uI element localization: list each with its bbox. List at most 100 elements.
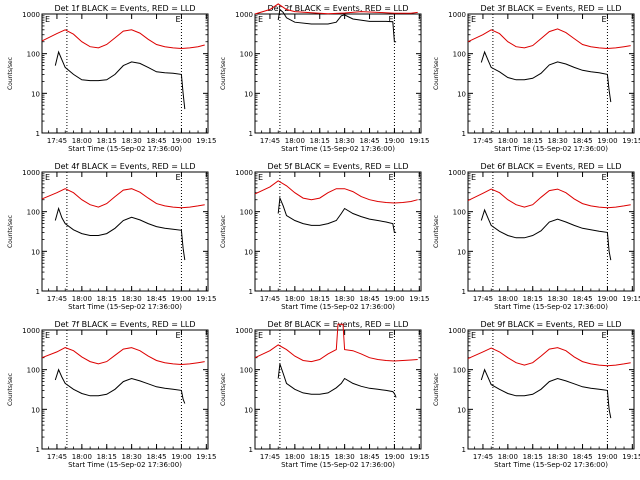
event-marker: E [175, 331, 180, 340]
x-tick-label: 19:15 [196, 295, 216, 303]
x-tick-label: 19:00 [384, 453, 404, 461]
y-tick-label: 1 [36, 288, 40, 296]
x-tick-label: 18:30 [548, 295, 568, 303]
y-tick-label: 10 [31, 248, 40, 256]
y-tick-label: 100 [27, 367, 40, 375]
x-tick-label: 19:15 [409, 453, 429, 461]
x-tick-label: 18:15 [523, 295, 543, 303]
x-tick-label: 17:45 [47, 453, 67, 461]
x-axis-label: Start Time (15-Sep-02 17:36:00) [281, 461, 395, 469]
y-tick-label: 1000 [22, 169, 40, 177]
y-tick-label: 100 [240, 51, 253, 59]
panel-det-6: Det 6f BLACK = Events, RED = LLD Counts/s… [433, 162, 640, 311]
x-tick-label: 18:45 [359, 295, 379, 303]
y-tick-label: 10 [457, 406, 466, 414]
x-tick-label: 18:15 [523, 137, 543, 145]
y-tick-label: 1 [36, 446, 40, 454]
x-tick-label: 19:00 [597, 295, 617, 303]
y-axis-label: Counts/sec [7, 57, 14, 90]
x-tick-label: 18:30 [335, 295, 355, 303]
event-marker: E [175, 15, 180, 24]
panel-det-3: Det 3f BLACK = Events, RED = LLD Counts/s… [433, 4, 640, 153]
x-tick-label: 18:30 [122, 453, 142, 461]
y-axis-label: Counts/sec [220, 215, 227, 248]
x-tick-label: 19:00 [597, 453, 617, 461]
y-tick-label: 1 [249, 130, 253, 138]
x-tick-label: 18:15 [523, 453, 543, 461]
event-marker: E [601, 173, 606, 182]
x-tick-label: 18:30 [548, 137, 568, 145]
y-tick-label: 10 [31, 406, 40, 414]
x-tick-label: 19:15 [409, 137, 429, 145]
x-axis-label: Start Time (15-Sep-02 17:36:00) [68, 145, 182, 153]
event-marker: E [388, 15, 393, 24]
x-axis-label: Start Time (15-Sep-02 17:36:00) [281, 303, 395, 311]
y-tick-label: 1000 [448, 11, 466, 19]
x-tick-label: 18:30 [122, 295, 142, 303]
x-tick-label: 18:00 [498, 453, 518, 461]
x-tick-label: 17:45 [47, 295, 67, 303]
x-tick-label: 18:15 [97, 137, 117, 145]
x-tick-label: 18:00 [72, 295, 92, 303]
x-axis-label: Start Time (15-Sep-02 17:36:00) [68, 461, 182, 469]
x-tick-label: 18:00 [498, 295, 518, 303]
events-series-line [54, 50, 186, 110]
x-tick-label: 19:00 [171, 453, 191, 461]
plot-frame [254, 329, 422, 450]
y-tick-label: 1 [249, 446, 253, 454]
x-tick-label: 17:45 [260, 137, 280, 145]
lld-series-line [467, 28, 631, 50]
event-marker: E [471, 331, 476, 340]
lld-series-line [467, 347, 631, 367]
event-marker: E [471, 173, 476, 182]
event-marker: E [258, 331, 263, 340]
lld-series-line [254, 3, 418, 15]
y-tick-label: 10 [457, 248, 466, 256]
x-tick-label: 17:45 [473, 453, 493, 461]
y-tick-label: 10 [457, 90, 466, 98]
panel-title: Det 6f BLACK = Events, RED = LLD [480, 162, 621, 171]
x-axis-label: Start Time (15-Sep-02 17:36:00) [281, 145, 395, 153]
event-marker: E [388, 331, 393, 340]
x-tick-label: 18:30 [335, 453, 355, 461]
y-axis-label: Counts/sec [7, 215, 14, 248]
panel-title: Det 4f BLACK = Events, RED = LLD [54, 162, 195, 171]
y-tick-label: 10 [244, 406, 253, 414]
events-series-line [54, 368, 186, 404]
x-tick-label: 18:15 [310, 137, 330, 145]
x-tick-label: 19:00 [171, 295, 191, 303]
lld-series-line [41, 188, 205, 209]
event-marker: E [45, 15, 50, 24]
x-tick-label: 19:00 [384, 137, 404, 145]
events-series-line [480, 208, 612, 261]
x-tick-label: 18:30 [548, 453, 568, 461]
x-tick-label: 18:15 [310, 453, 330, 461]
y-tick-label: 100 [240, 209, 253, 217]
y-axis-label: Counts/sec [433, 373, 440, 406]
y-tick-label: 1000 [22, 327, 40, 335]
y-tick-label: 10 [244, 248, 253, 256]
x-tick-label: 17:45 [47, 137, 67, 145]
y-tick-label: 100 [453, 209, 466, 217]
x-tick-label: 18:00 [498, 137, 518, 145]
y-axis-label: Counts/sec [433, 215, 440, 248]
x-tick-label: 18:45 [146, 295, 166, 303]
x-tick-label: 17:45 [260, 295, 280, 303]
lld-series-line [467, 188, 631, 209]
event-marker: E [388, 173, 393, 182]
plot-frame [41, 171, 209, 292]
events-series-line [277, 363, 397, 398]
x-tick-label: 19:00 [597, 137, 617, 145]
y-tick-label: 100 [453, 51, 466, 59]
plot-frame [254, 171, 422, 292]
y-tick-label: 100 [27, 51, 40, 59]
x-tick-label: 18:00 [285, 453, 305, 461]
y-tick-label: 1 [462, 288, 466, 296]
x-tick-label: 17:45 [473, 137, 493, 145]
x-tick-label: 18:00 [72, 137, 92, 145]
y-axis-label: Counts/sec [7, 373, 14, 406]
events-series-line [277, 196, 397, 233]
x-tick-label: 18:30 [335, 137, 355, 145]
panel-title: Det 1f BLACK = Events, RED = LLD [54, 4, 195, 13]
